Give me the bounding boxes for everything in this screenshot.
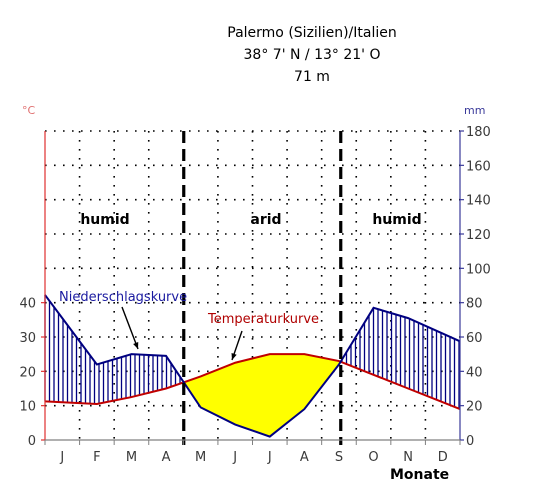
grid <box>45 130 460 440</box>
zone-label-arid: arid <box>250 212 281 228</box>
temperature-line <box>44 353 461 411</box>
right-tick-label: 0 <box>466 434 474 449</box>
left-tick-label: 20 <box>19 365 36 380</box>
right-tick-label: 80 <box>466 297 483 312</box>
chart-title-elevation: 71 m <box>294 69 330 85</box>
humid-hatching <box>44 294 460 409</box>
precipitation-curve-label: Niederschlagskurve <box>59 290 187 305</box>
chart-title-coordinates: 38° 7' N / 13° 21' O <box>244 47 381 63</box>
right-tick-label: 100 <box>466 262 491 277</box>
left-tick-label: 30 <box>19 331 36 346</box>
month-label: A <box>300 450 309 465</box>
month-label: M <box>195 450 206 465</box>
right-axis-unit: mm <box>464 104 485 117</box>
arid-area <box>183 354 341 437</box>
right-tick-label: 20 <box>466 400 483 415</box>
month-label: J <box>232 450 237 465</box>
chart-title-location: Palermo (Sizilien)/Italien <box>227 25 396 41</box>
left-tick-label: 10 <box>19 400 36 415</box>
zone-label-humid-2: humid <box>372 212 421 228</box>
month-label: M <box>126 450 137 465</box>
axes <box>41 130 464 445</box>
right-tick-label: 140 <box>466 194 491 209</box>
precipitation-line <box>44 294 461 438</box>
left-tick-label: 40 <box>19 297 36 312</box>
month-label: N <box>403 450 413 465</box>
month-label: J <box>59 450 64 465</box>
month-label: F <box>93 450 100 465</box>
zone-separators <box>182 131 343 445</box>
series-lines <box>44 294 461 438</box>
temperature-arrow-head <box>231 353 237 360</box>
temperature-curve-label: Temperaturkurve <box>207 312 319 327</box>
precipitation-arrow <box>121 306 139 350</box>
fill-areas <box>183 354 341 437</box>
month-label: A <box>162 450 171 465</box>
right-tick-label: 60 <box>466 331 483 346</box>
zone-label-humid-1: humid <box>80 212 129 228</box>
labels: 0 10 20 30 40 0 20 40 60 80 100 120 140 160 180 J F M A M J J… <box>19 125 490 465</box>
right-tick-label: 160 <box>466 159 491 174</box>
right-tick-label: 120 <box>466 228 491 243</box>
month-label: S <box>335 450 343 465</box>
right-tick-label: 180 <box>466 125 491 140</box>
right-tick-label: 40 <box>466 365 483 380</box>
month-label: J <box>267 450 272 465</box>
month-label: D <box>438 450 448 465</box>
month-label: O <box>368 450 378 465</box>
left-axis-unit: °C <box>22 104 36 117</box>
x-axis-title: Monate <box>390 467 449 483</box>
left-tick-label: 0 <box>28 434 36 449</box>
precipitation-arrow-head <box>133 342 139 349</box>
